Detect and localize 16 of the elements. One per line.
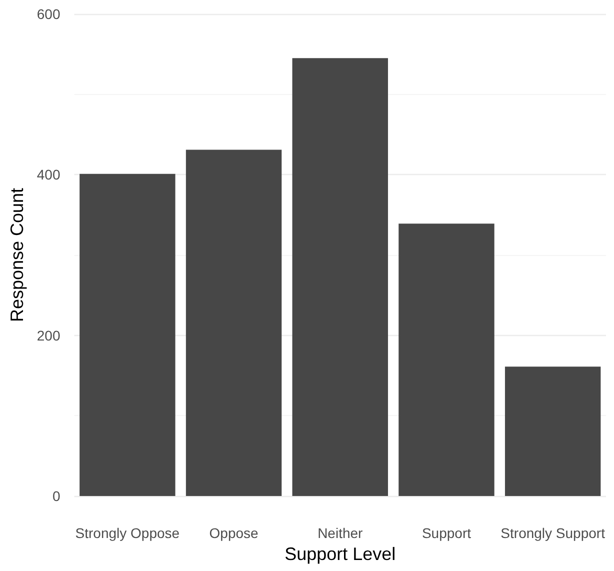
y-tick-label: 0 [52, 488, 60, 504]
x-tick-label: Support [422, 525, 472, 541]
x-axis-title: Support Level [284, 544, 396, 564]
x-tick-label: Strongly Support [500, 525, 606, 541]
bar [292, 58, 388, 496]
y-tick-label: 400 [36, 166, 60, 183]
x-tick-label: Neither [318, 525, 364, 541]
bar [398, 224, 494, 496]
bar [186, 150, 282, 496]
bar [504, 366, 601, 496]
y-tick-label: 200 [36, 327, 60, 344]
bar [80, 174, 176, 496]
y-tick-label: 600 [36, 6, 60, 22]
x-tick-label: Strongly Oppose [75, 525, 180, 541]
x-tick-label: Oppose [209, 525, 259, 541]
y-axis-title: Response Count [7, 188, 27, 322]
